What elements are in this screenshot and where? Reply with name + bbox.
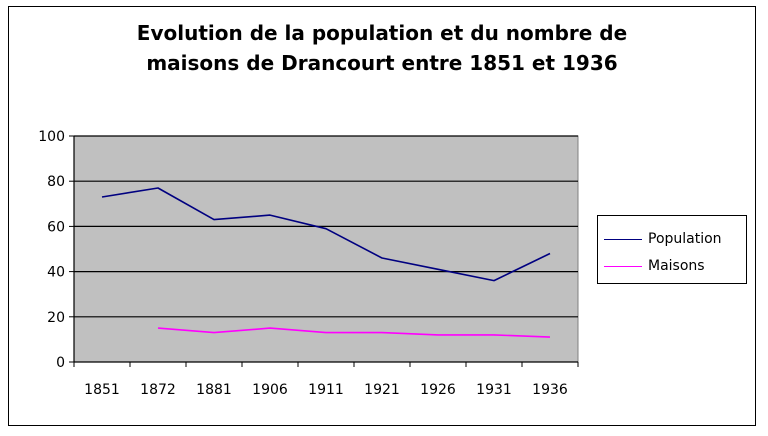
xtick-label-1931: 1931 [476, 382, 512, 398]
ytick-label-60: 60 [47, 219, 65, 235]
series-line-maisons [157, 327, 551, 338]
xtick-label-1881: 1881 [196, 382, 232, 398]
chart-title: Evolution de la population et du nombre … [136, 21, 628, 75]
xtick-label-1851: 1851 [84, 382, 120, 398]
ytick-label-100: 100 [38, 129, 65, 145]
ytick-label-40: 40 [47, 265, 65, 281]
xtick-label-1911: 1911 [308, 382, 344, 398]
legend-entry-population: Population [604, 229, 722, 249]
xtick-label-1936: 1936 [532, 382, 568, 398]
legend-label-maisons: Maisons [648, 258, 705, 274]
ytick-label-0: 0 [56, 355, 65, 371]
series-line-population [101, 187, 551, 282]
plot-area [73, 135, 579, 363]
xtick-label-1921: 1921 [364, 382, 400, 398]
ytick-label-80: 80 [47, 174, 65, 190]
xtick-label-1926: 1926 [420, 382, 456, 398]
legend-entry-maisons: Maisons [604, 256, 705, 276]
legend-label-population: Population [648, 231, 722, 247]
xtick-label-1872: 1872 [140, 382, 176, 398]
legend-swatch-population [604, 238, 642, 240]
ytick-label-20: 20 [47, 310, 65, 326]
legend-swatch-maisons [604, 265, 642, 267]
xtick-label-1906: 1906 [252, 382, 288, 398]
chart-legend: Population Maisons [597, 215, 747, 284]
